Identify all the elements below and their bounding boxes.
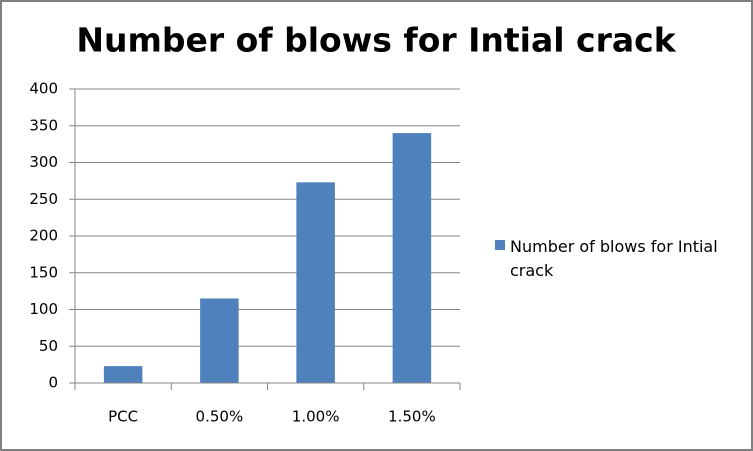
- y-tick-label: 350: [29, 116, 58, 134]
- legend-label: Number of blows for Intial crack: [510, 237, 718, 280]
- y-tick-label: 200: [29, 227, 58, 245]
- x-tick-label: 0.50%: [196, 408, 244, 426]
- chart-title: Number of blows for Intial crack: [76, 21, 676, 60]
- bar: [296, 182, 335, 383]
- x-tick-label: 1.50%: [388, 408, 436, 426]
- legend-swatch: [495, 240, 505, 250]
- y-tick-label: 400: [29, 80, 58, 98]
- y-tick-label: 100: [29, 300, 58, 318]
- y-tick-label: 150: [29, 263, 58, 281]
- bar: [103, 366, 143, 383]
- y-tick-label: 300: [29, 153, 58, 171]
- y-tick-label: 0: [48, 374, 58, 392]
- x-tick-label: PCC: [108, 408, 138, 426]
- y-tick-label: 250: [29, 190, 58, 208]
- y-tick-label: 50: [39, 337, 58, 355]
- bar: [392, 133, 432, 383]
- bar: [200, 298, 239, 383]
- x-tick-label: 1.00%: [292, 408, 340, 426]
